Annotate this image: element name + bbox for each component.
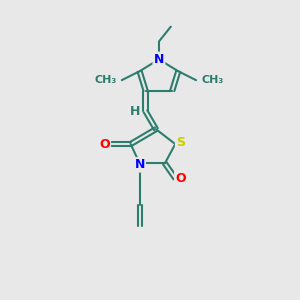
Text: N: N — [134, 158, 145, 171]
Text: CH₃: CH₃ — [201, 75, 224, 85]
Text: O: O — [175, 172, 186, 185]
Text: O: O — [99, 138, 110, 151]
Text: N: N — [154, 53, 164, 66]
Text: CH₃: CH₃ — [94, 75, 116, 85]
Text: H: H — [130, 105, 140, 118]
Text: S: S — [176, 136, 185, 149]
